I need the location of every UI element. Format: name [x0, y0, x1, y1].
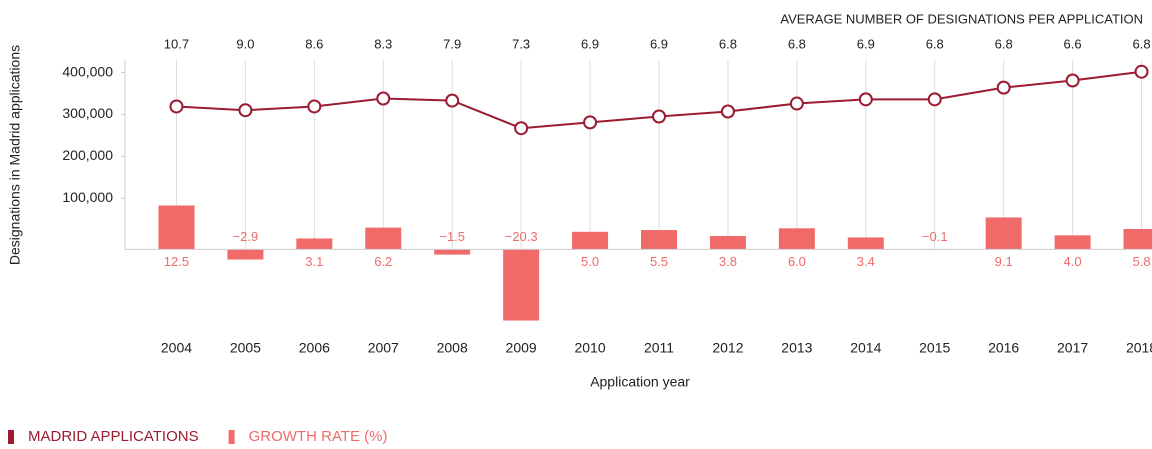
bar — [848, 237, 884, 249]
point — [446, 95, 458, 107]
bar-value-label: −1.5 — [439, 229, 465, 244]
annotation-value: 6.8 — [995, 36, 1013, 51]
y-tick-label: 300,000 — [62, 105, 113, 121]
point — [998, 82, 1010, 94]
annotation-value: 8.3 — [374, 36, 392, 51]
x-tick-label: 2008 — [437, 340, 468, 356]
bar-value-label: 6.2 — [374, 254, 392, 269]
bar — [710, 236, 746, 249]
bar-value-label: 5.0 — [581, 254, 599, 269]
y-tick-label: 100,000 — [62, 189, 113, 205]
legend-label: GROWTH RATE (%) — [249, 428, 388, 444]
annotation-value: 6.9 — [857, 36, 875, 51]
bar — [227, 249, 263, 259]
point — [515, 122, 527, 134]
x-tick-label: 2012 — [712, 340, 743, 356]
point — [653, 111, 665, 123]
annotation-value: 6.9 — [581, 36, 599, 51]
x-tick-label: 2013 — [781, 340, 812, 356]
legend-label: MADRID APPLICATIONS — [28, 428, 199, 444]
x-tick-label: 2004 — [161, 340, 192, 356]
x-tick-label: 2007 — [368, 340, 399, 356]
bar-value-label: 6.0 — [788, 254, 806, 269]
annotation-value: 6.8 — [1132, 36, 1150, 51]
bar-value-label: 12.5 — [164, 254, 189, 269]
point — [1067, 75, 1079, 87]
annotation-value: 6.9 — [650, 36, 668, 51]
bar-value-label: 5.5 — [650, 254, 668, 269]
bar — [158, 206, 194, 250]
bar — [296, 238, 332, 249]
bar — [779, 228, 815, 249]
y-axis-label: Designations in Madrid applications — [7, 45, 23, 265]
bar — [503, 249, 539, 320]
point — [860, 93, 872, 105]
annotation-title: AVERAGE NUMBER OF DESIGNATIONS PER APPLI… — [780, 11, 1143, 26]
x-tick-label: 2016 — [988, 340, 1019, 356]
bar-value-label: 4.0 — [1064, 254, 1082, 269]
annotation-value: 8.6 — [305, 36, 323, 51]
annotation-value: 6.8 — [788, 36, 806, 51]
y-tick-label: 400,000 — [62, 63, 113, 79]
point — [791, 98, 803, 110]
x-axis-label: Application year — [590, 374, 690, 390]
bar — [365, 228, 401, 250]
bar-value-label: 3.1 — [305, 254, 323, 269]
annotation-value: 6.8 — [719, 36, 737, 51]
annotation-value: 9.0 — [236, 36, 254, 51]
annotation-value: 10.7 — [164, 36, 189, 51]
bar-value-label: 3.4 — [857, 254, 875, 269]
x-tick-label: 2014 — [850, 340, 881, 356]
bar — [434, 249, 470, 254]
x-tick-label: 2017 — [1057, 340, 1088, 356]
bar — [641, 230, 677, 249]
annotation-value: 6.8 — [926, 36, 944, 51]
point — [722, 105, 734, 117]
legend-swatch — [229, 430, 235, 444]
bar — [986, 217, 1022, 249]
bar-value-label: −20.3 — [505, 229, 538, 244]
point — [239, 104, 251, 116]
bar — [1055, 235, 1091, 249]
annotation-value: 7.3 — [512, 36, 530, 51]
bar-value-label: 5.8 — [1132, 254, 1150, 269]
point — [1136, 66, 1148, 78]
point — [929, 93, 941, 105]
bar-value-label: −2.9 — [233, 229, 259, 244]
point — [377, 93, 389, 105]
x-tick-label: 2009 — [506, 340, 537, 356]
x-tick-label: 2006 — [299, 340, 330, 356]
x-tick-label: 2015 — [919, 340, 950, 356]
legend-swatch — [8, 430, 14, 444]
bar — [1124, 229, 1152, 249]
bar-value-label: 3.8 — [719, 254, 737, 269]
annotation-value: 6.6 — [1064, 36, 1082, 51]
point — [308, 100, 320, 112]
point — [584, 116, 596, 128]
bar — [572, 232, 608, 250]
annotation-value: 7.9 — [443, 36, 461, 51]
x-tick-label: 2018 — [1126, 340, 1152, 356]
x-tick-label: 2011 — [644, 340, 674, 356]
x-tick-label: 2005 — [230, 340, 261, 356]
y-tick-label: 200,000 — [62, 147, 113, 163]
x-tick-label: 2010 — [574, 340, 605, 356]
bar-value-label: −0.1 — [922, 229, 948, 244]
point — [170, 100, 182, 112]
bar-value-label: 9.1 — [995, 254, 1013, 269]
